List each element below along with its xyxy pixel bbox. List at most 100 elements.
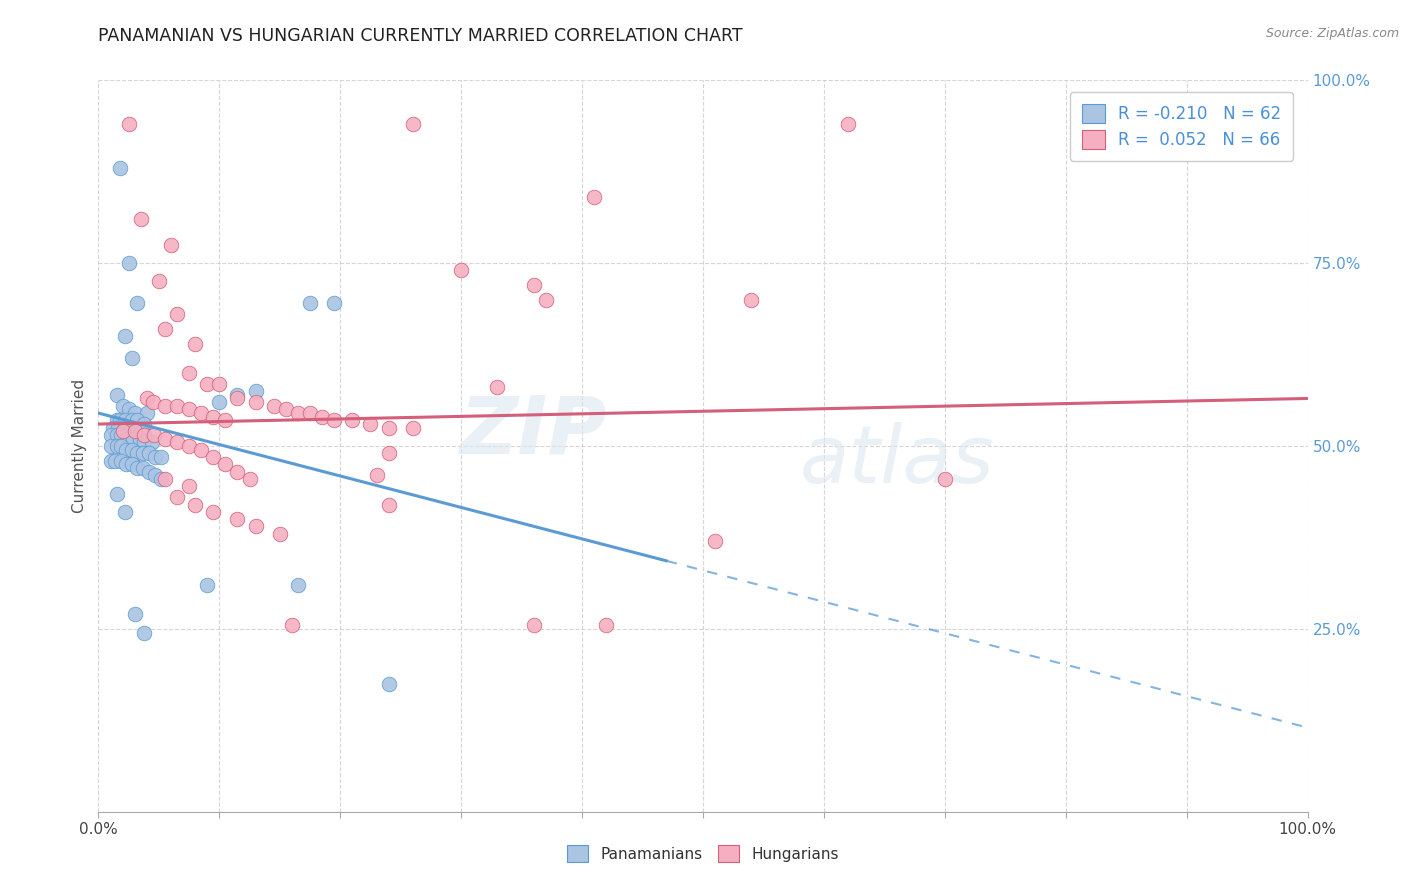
- Point: [523, 278, 546, 293]
- Point: [121, 458, 143, 472]
- Point: [143, 468, 166, 483]
- Point: [124, 425, 146, 439]
- Point: [114, 421, 136, 435]
- Point: [134, 428, 156, 442]
- Point: [110, 453, 132, 467]
- Point: [740, 293, 762, 307]
- Point: [110, 439, 132, 453]
- Point: [121, 351, 143, 366]
- Point: [135, 392, 157, 406]
- Point: [104, 453, 127, 467]
- Point: [105, 439, 128, 453]
- Point: [127, 296, 149, 310]
- Point: [179, 439, 201, 453]
- Point: [523, 618, 546, 632]
- Point: [704, 534, 727, 549]
- Point: [105, 413, 128, 427]
- Point: [134, 435, 156, 450]
- Point: [214, 413, 236, 427]
- Point: [117, 432, 139, 446]
- Point: [118, 117, 141, 131]
- Point: [100, 428, 122, 442]
- Text: Source: ZipAtlas.com: Source: ZipAtlas.com: [1265, 27, 1399, 40]
- Point: [245, 519, 267, 533]
- Point: [122, 432, 145, 446]
- Point: [118, 402, 141, 417]
- Point: [105, 486, 128, 500]
- Point: [245, 395, 267, 409]
- Point: [127, 461, 149, 475]
- Point: [153, 322, 176, 336]
- Point: [402, 421, 425, 435]
- Text: ZIP: ZIP: [458, 392, 606, 470]
- Point: [934, 472, 956, 486]
- Point: [108, 161, 131, 175]
- Point: [402, 117, 425, 131]
- Point: [141, 435, 163, 450]
- Point: [323, 413, 346, 427]
- Point: [105, 388, 128, 402]
- Point: [160, 238, 183, 252]
- Point: [166, 399, 188, 413]
- Point: [342, 413, 364, 427]
- Point: [153, 399, 176, 413]
- Point: [121, 442, 143, 457]
- Point: [195, 578, 218, 592]
- Point: [377, 676, 399, 690]
- Point: [153, 472, 176, 486]
- Point: [124, 607, 146, 622]
- Point: [127, 413, 149, 427]
- Y-axis label: Currently Married: Currently Married: [72, 379, 87, 513]
- Point: [131, 425, 153, 439]
- Point: [534, 293, 557, 307]
- Point: [166, 490, 188, 504]
- Point: [179, 402, 201, 417]
- Point: [214, 458, 236, 472]
- Point: [150, 472, 173, 486]
- Point: [111, 399, 134, 413]
- Point: [132, 461, 155, 475]
- Text: atlas: atlas: [800, 422, 994, 500]
- Point: [323, 296, 346, 310]
- Point: [111, 425, 134, 439]
- Point: [226, 392, 249, 406]
- Point: [184, 498, 207, 512]
- Point: [142, 395, 165, 409]
- Point: [269, 526, 291, 541]
- Point: [226, 512, 249, 526]
- Point: [366, 468, 388, 483]
- Point: [100, 453, 122, 467]
- Point: [127, 425, 149, 439]
- Point: [179, 479, 201, 493]
- Point: [195, 376, 218, 391]
- Point: [299, 406, 322, 420]
- Point: [583, 190, 606, 204]
- Point: [281, 618, 304, 632]
- Point: [150, 450, 173, 464]
- Point: [179, 366, 201, 380]
- Point: [190, 442, 212, 457]
- Point: [121, 413, 143, 427]
- Point: [134, 625, 156, 640]
- Point: [118, 256, 141, 270]
- Point: [166, 307, 188, 321]
- Point: [128, 432, 150, 446]
- Point: [202, 450, 225, 464]
- Point: [202, 505, 225, 519]
- Point: [138, 465, 160, 479]
- Point: [287, 406, 309, 420]
- Point: [108, 413, 131, 427]
- Point: [138, 446, 160, 460]
- Point: [127, 446, 149, 460]
- Point: [287, 578, 309, 592]
- Point: [143, 428, 166, 442]
- Point: [299, 296, 322, 310]
- Point: [115, 442, 138, 457]
- Point: [360, 417, 382, 431]
- Point: [114, 413, 136, 427]
- Point: [208, 395, 231, 409]
- Point: [245, 384, 267, 399]
- Point: [450, 263, 472, 277]
- Point: [184, 336, 207, 351]
- Point: [190, 406, 212, 420]
